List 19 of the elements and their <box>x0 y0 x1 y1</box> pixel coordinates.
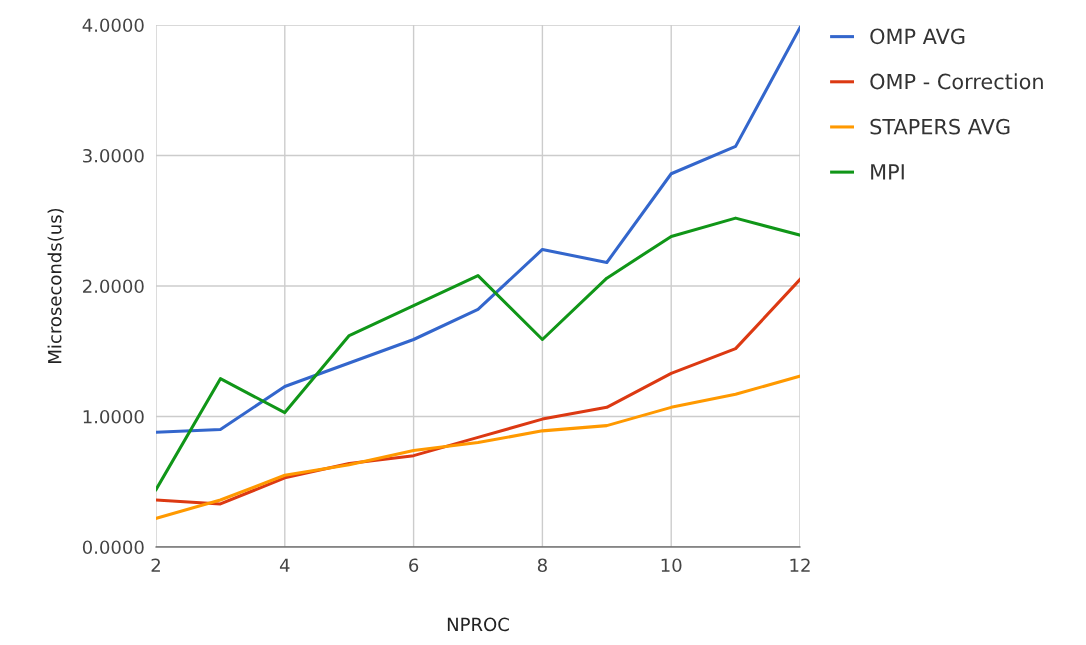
y-tick-label: 4.0000 <box>82 18 144 33</box>
x-axis-title: NPROC <box>447 617 509 632</box>
y-tick-label: 1.0000 <box>83 409 144 424</box>
x-tick-label: 8 <box>537 558 547 573</box>
legend-label: OMP - Correction <box>870 73 1043 90</box>
x-tick-label: 4 <box>279 558 290 572</box>
x-tick-label: 12 <box>790 558 810 572</box>
y-axis-title: Microseconds(us) <box>47 208 64 363</box>
legend-label: MPI <box>871 164 904 180</box>
x-tick-label: 2 <box>151 558 160 572</box>
x-tick-label: 10 <box>661 558 682 573</box>
x-tick-label: 6 <box>409 558 419 573</box>
legend-label: OMP AVG <box>870 28 965 45</box>
line-series <box>156 374 800 520</box>
y-tick-label: 3.0000 <box>83 148 144 163</box>
legend-label: STAPERS AVG <box>870 118 1010 135</box>
y-tick-label: 0.0000 <box>82 540 144 555</box>
y-tick-label: 2.0000 <box>83 279 144 294</box>
line-series <box>156 216 800 492</box>
